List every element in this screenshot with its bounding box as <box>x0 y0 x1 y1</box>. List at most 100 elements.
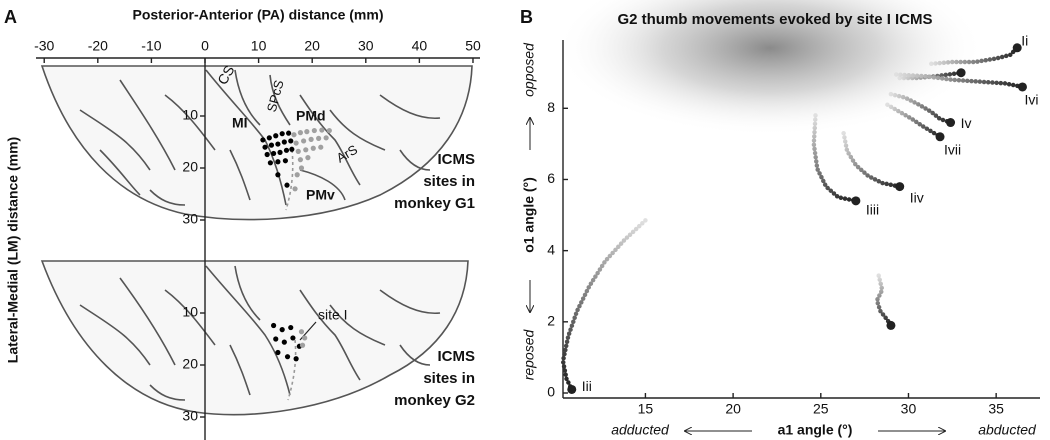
x-low-label: adducted <box>611 422 670 438</box>
site-dot <box>318 144 324 150</box>
site-dot <box>275 159 281 165</box>
site-dot <box>301 138 307 144</box>
site-dot <box>297 130 304 136</box>
x-tick-label: 30 <box>901 401 917 417</box>
x-tick-label: 50 <box>465 38 481 54</box>
y-axis-title: o1 angle (°) <box>521 177 537 253</box>
site-dot <box>283 147 290 153</box>
x-high-label: abducted <box>978 422 1037 438</box>
panel-letter: B <box>520 7 533 27</box>
brain-outline <box>40 65 473 221</box>
x-tick-label: 0 <box>201 38 209 54</box>
site-dot <box>262 144 268 150</box>
x-axis-title: a1 angle (°) <box>778 422 853 438</box>
x-tick-label: 20 <box>725 401 741 417</box>
site-dot <box>277 149 283 155</box>
annotation: MI <box>232 115 248 131</box>
site-dot <box>288 138 294 144</box>
panel-letter: A <box>4 7 17 27</box>
y-tick-label: 30 <box>182 408 198 424</box>
site-dot <box>284 182 290 188</box>
y-tick-label: 2 <box>547 313 555 329</box>
annotation: site I <box>318 307 348 323</box>
site-dot <box>299 342 306 348</box>
x-tick-label: 10 <box>251 38 267 54</box>
site-dot <box>266 135 272 141</box>
site-dot <box>297 157 304 163</box>
site-dot <box>275 349 281 356</box>
shaded-region <box>555 0 985 136</box>
x-tick-label: -30 <box>34 38 54 54</box>
site-dot <box>288 324 294 331</box>
endpoint <box>851 196 861 206</box>
site-dot <box>316 135 322 141</box>
trajectory-label: Iiv <box>910 189 924 205</box>
site-dot <box>310 145 316 151</box>
endpoint <box>886 320 896 330</box>
endpoint <box>946 118 956 128</box>
y-tick-label: 0 <box>547 384 555 400</box>
site-dot <box>298 329 305 335</box>
y-tick-label: 10 <box>182 107 198 123</box>
site-dot <box>319 127 325 133</box>
x-tick-label: 30 <box>358 38 374 54</box>
site-dot <box>289 146 295 152</box>
y-low-label: reposed <box>521 328 537 380</box>
site-dot <box>303 147 309 153</box>
site-dot <box>275 172 281 178</box>
y-tick-label: 10 <box>182 304 198 320</box>
x-tick-label: 20 <box>304 38 320 54</box>
trajectory <box>885 102 943 140</box>
trajectory <box>811 113 859 204</box>
site-dot <box>326 127 332 134</box>
map-label: sites in <box>423 370 475 387</box>
site-dot <box>282 158 288 164</box>
endpoint <box>1012 43 1022 53</box>
trajectory-label: Iii <box>582 378 592 394</box>
brain-outline <box>40 260 469 416</box>
trajectory <box>874 273 894 328</box>
site-dot <box>308 136 314 142</box>
site-dot <box>284 354 291 360</box>
site-dot <box>293 140 299 146</box>
chart-title: G2 thumb movements evoked by site I ICMS <box>617 11 932 28</box>
x-tick-label: 40 <box>412 38 428 54</box>
x-axis-title: Posterior-Anterior (PA) distance (mm) <box>133 7 384 23</box>
site-dot <box>323 135 329 141</box>
site-dot <box>271 322 277 329</box>
site-dot <box>302 335 308 341</box>
site-dot <box>294 172 300 178</box>
site-dot <box>305 155 311 161</box>
x-tick-label: 35 <box>988 401 1004 417</box>
trajectory-label: Iv <box>961 115 972 131</box>
trajectory <box>560 218 648 392</box>
endpoint <box>956 68 966 78</box>
site-dot <box>275 141 281 147</box>
site-dot <box>268 142 275 148</box>
site-dot <box>293 356 299 362</box>
site-dot <box>281 139 287 145</box>
site-dot <box>291 132 297 138</box>
map-label: monkey G2 <box>394 392 475 409</box>
endpoint <box>567 384 577 394</box>
y-tick-label: 20 <box>182 356 198 372</box>
trajectory-label: Iiii <box>866 202 879 218</box>
y-high-label: opposed <box>521 42 537 97</box>
site-dot <box>267 160 273 166</box>
annotation: PMd <box>296 108 326 124</box>
x-tick-label: 15 <box>638 401 654 417</box>
map-label: ICMS <box>438 151 476 168</box>
endpoint <box>1017 82 1027 92</box>
y-tick-label: 20 <box>182 159 198 175</box>
site-dot <box>304 129 310 135</box>
trajectory-label: Ivii <box>944 141 961 157</box>
y-tick-label: 30 <box>182 211 198 227</box>
trajectory-label: Ivi <box>1024 92 1038 108</box>
trajectory <box>893 72 1025 90</box>
site-dot <box>295 148 301 154</box>
site-dot <box>281 339 287 345</box>
trajectory <box>888 91 953 125</box>
map-label: monkey G1 <box>394 195 475 212</box>
map-label: sites in <box>423 173 475 190</box>
y-tick-label: 4 <box>547 241 555 257</box>
